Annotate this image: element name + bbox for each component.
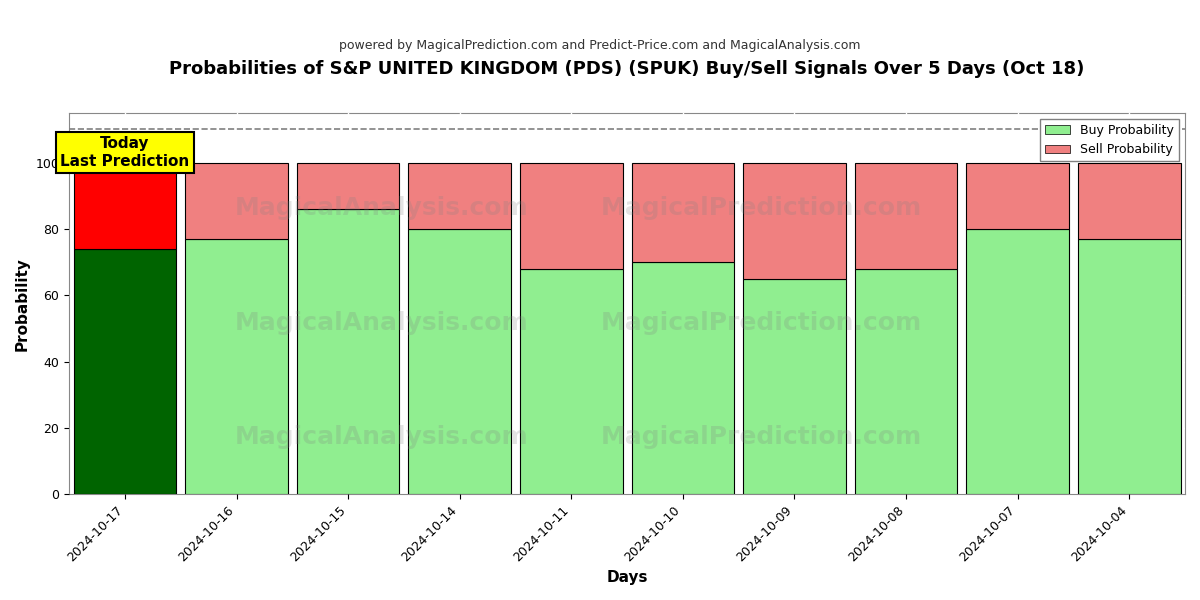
Bar [966, 229, 1069, 494]
Bar [743, 163, 846, 279]
Bar [408, 229, 511, 494]
Text: MagicalPrediction.com: MagicalPrediction.com [600, 311, 922, 335]
Bar [185, 239, 288, 494]
Bar [1078, 239, 1181, 494]
Y-axis label: Probability: Probability [16, 257, 30, 350]
Bar [408, 163, 511, 229]
Legend: Buy Probability, Sell Probability: Buy Probability, Sell Probability [1040, 119, 1178, 161]
Text: MagicalAnalysis.com: MagicalAnalysis.com [235, 196, 528, 220]
Bar [631, 163, 734, 262]
X-axis label: Days: Days [606, 570, 648, 585]
Bar [296, 163, 400, 209]
Text: Today
Last Prediction: Today Last Prediction [60, 136, 190, 169]
Bar [631, 262, 734, 494]
Text: MagicalAnalysis.com: MagicalAnalysis.com [235, 311, 528, 335]
Text: MagicalPrediction.com: MagicalPrediction.com [600, 196, 922, 220]
Bar [185, 163, 288, 239]
Text: MagicalAnalysis.com: MagicalAnalysis.com [235, 425, 528, 449]
Text: powered by MagicalPrediction.com and Predict-Price.com and MagicalAnalysis.com: powered by MagicalPrediction.com and Pre… [340, 39, 860, 52]
Title: Probabilities of S&P UNITED KINGDOM (PDS) (SPUK) Buy/Sell Signals Over 5 Days (O: Probabilities of S&P UNITED KINGDOM (PDS… [169, 60, 1085, 78]
Bar [73, 249, 176, 494]
Text: MagicalPrediction.com: MagicalPrediction.com [600, 425, 922, 449]
Bar [520, 269, 623, 494]
Bar [854, 269, 958, 494]
Bar [966, 163, 1069, 229]
Bar [296, 209, 400, 494]
Bar [854, 163, 958, 269]
Bar [743, 279, 846, 494]
Bar [1078, 163, 1181, 239]
Bar [73, 163, 176, 249]
Bar [520, 163, 623, 269]
